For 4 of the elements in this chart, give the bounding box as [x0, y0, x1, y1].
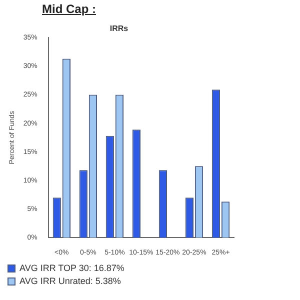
legend-label: AVG IRR TOP 30: 16.87% [20, 262, 124, 273]
legend-label: AVG IRR Unrated: 5.38% [20, 276, 121, 286]
chart-title: Mid Cap : [42, 2, 96, 16]
chart-subtitle: IRRs [110, 24, 129, 34]
